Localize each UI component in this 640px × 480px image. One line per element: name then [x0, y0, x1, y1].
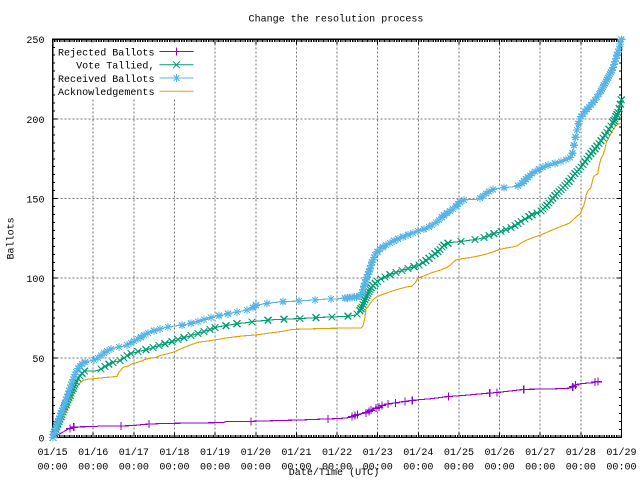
svg-text:01/18: 01/18 — [159, 447, 189, 459]
svg-text:01/25: 01/25 — [444, 447, 474, 459]
svg-text:00:00: 00:00 — [159, 461, 189, 473]
svg-text:01/16: 01/16 — [78, 447, 108, 459]
svg-text:01/27: 01/27 — [525, 447, 555, 459]
svg-text:01/20: 01/20 — [241, 447, 271, 459]
svg-text:250: 250 — [26, 35, 44, 47]
svg-text:200: 200 — [26, 115, 44, 127]
svg-text:Rejected Ballots: Rejected Ballots — [58, 47, 155, 59]
svg-text:0: 0 — [39, 433, 45, 445]
svg-text:00:00: 00:00 — [606, 461, 636, 473]
svg-text:150: 150 — [26, 194, 44, 206]
svg-text:01/29: 01/29 — [606, 447, 636, 459]
svg-text:01/19: 01/19 — [200, 447, 230, 459]
svg-text:00:00: 00:00 — [403, 461, 433, 473]
svg-text:00:00: 00:00 — [525, 461, 555, 473]
svg-text:Date/Time (UTC): Date/Time (UTC) — [289, 467, 380, 479]
svg-text:01/17: 01/17 — [119, 447, 149, 459]
svg-text:00:00: 00:00 — [78, 461, 108, 473]
svg-text:01/26: 01/26 — [484, 447, 514, 459]
svg-text:00:00: 00:00 — [322, 461, 352, 473]
svg-text:00:00: 00:00 — [363, 461, 393, 473]
svg-text:00:00: 00:00 — [200, 461, 230, 473]
svg-text:00:00: 00:00 — [281, 461, 311, 473]
svg-text:100: 100 — [26, 274, 44, 286]
svg-text:Received Ballots: Received Ballots — [58, 74, 155, 86]
svg-text:01/24: 01/24 — [403, 447, 433, 459]
svg-text:01/21: 01/21 — [281, 447, 311, 459]
svg-text:00:00: 00:00 — [119, 461, 149, 473]
svg-text:00:00: 00:00 — [484, 461, 514, 473]
svg-text:01/15: 01/15 — [38, 447, 68, 459]
svg-text:Acknowledgements: Acknowledgements — [58, 87, 155, 99]
svg-text:Ballots: Ballots — [6, 217, 18, 259]
svg-text:00:00: 00:00 — [444, 461, 474, 473]
svg-text:50: 50 — [32, 354, 44, 366]
svg-text:01/28: 01/28 — [566, 447, 596, 459]
svg-text:01/23: 01/23 — [363, 447, 393, 459]
svg-text:Change the resolution process: Change the resolution process — [249, 14, 424, 26]
svg-text:Vote Tallied,: Vote Tallied, — [76, 61, 154, 73]
svg-text:01/22: 01/22 — [322, 447, 352, 459]
svg-text:00:00: 00:00 — [241, 461, 271, 473]
svg-text:00:00: 00:00 — [38, 461, 68, 473]
svg-text:00:00: 00:00 — [566, 461, 596, 473]
